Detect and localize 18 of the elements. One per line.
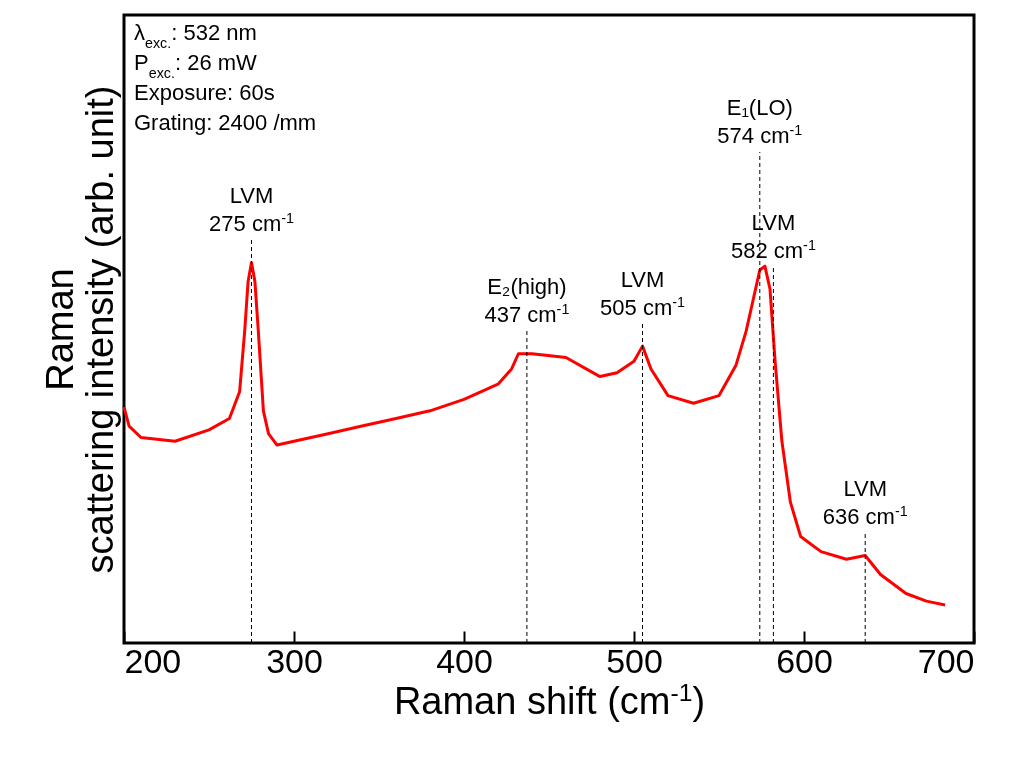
ref-line-label: LVM 636 cm$^{-1}$ [822,476,908,530]
ref-line-label: LVM 275 cm$^{-1}$ [209,182,294,236]
text: Exposure: 60s [134,80,275,105]
ref-line-label: LVM 505 cm$^{-1}$ [600,266,685,320]
x-tick-label: 200 [124,641,182,680]
x-tick-label: 300 [266,641,323,680]
x-tick-label: 400 [436,641,493,680]
x-tick-label: 500 [606,641,663,680]
text: P$_{exc.}$: 26 mW [134,50,258,81]
y-axis-title: Raman scattering intensity (arb. unit) [38,85,121,574]
text: Grating: 2400 /mm [134,110,317,135]
ref-line-label: LVM 582 cm$^{-1}$ [730,209,816,263]
ref-line-label: E₁(LO) 574 cm$^{-1}$ [717,95,803,149]
x-tick-label: 600 [776,641,833,680]
ref-line-label: E₂(high) 437 cm$^{-1}$ [484,274,570,328]
text: λ$_{exc.}$: 532 nm [134,20,257,51]
x-tick-label: 700 [917,641,975,680]
x-axis-title: Raman shift (cm$^{-1}$) [393,678,706,722]
